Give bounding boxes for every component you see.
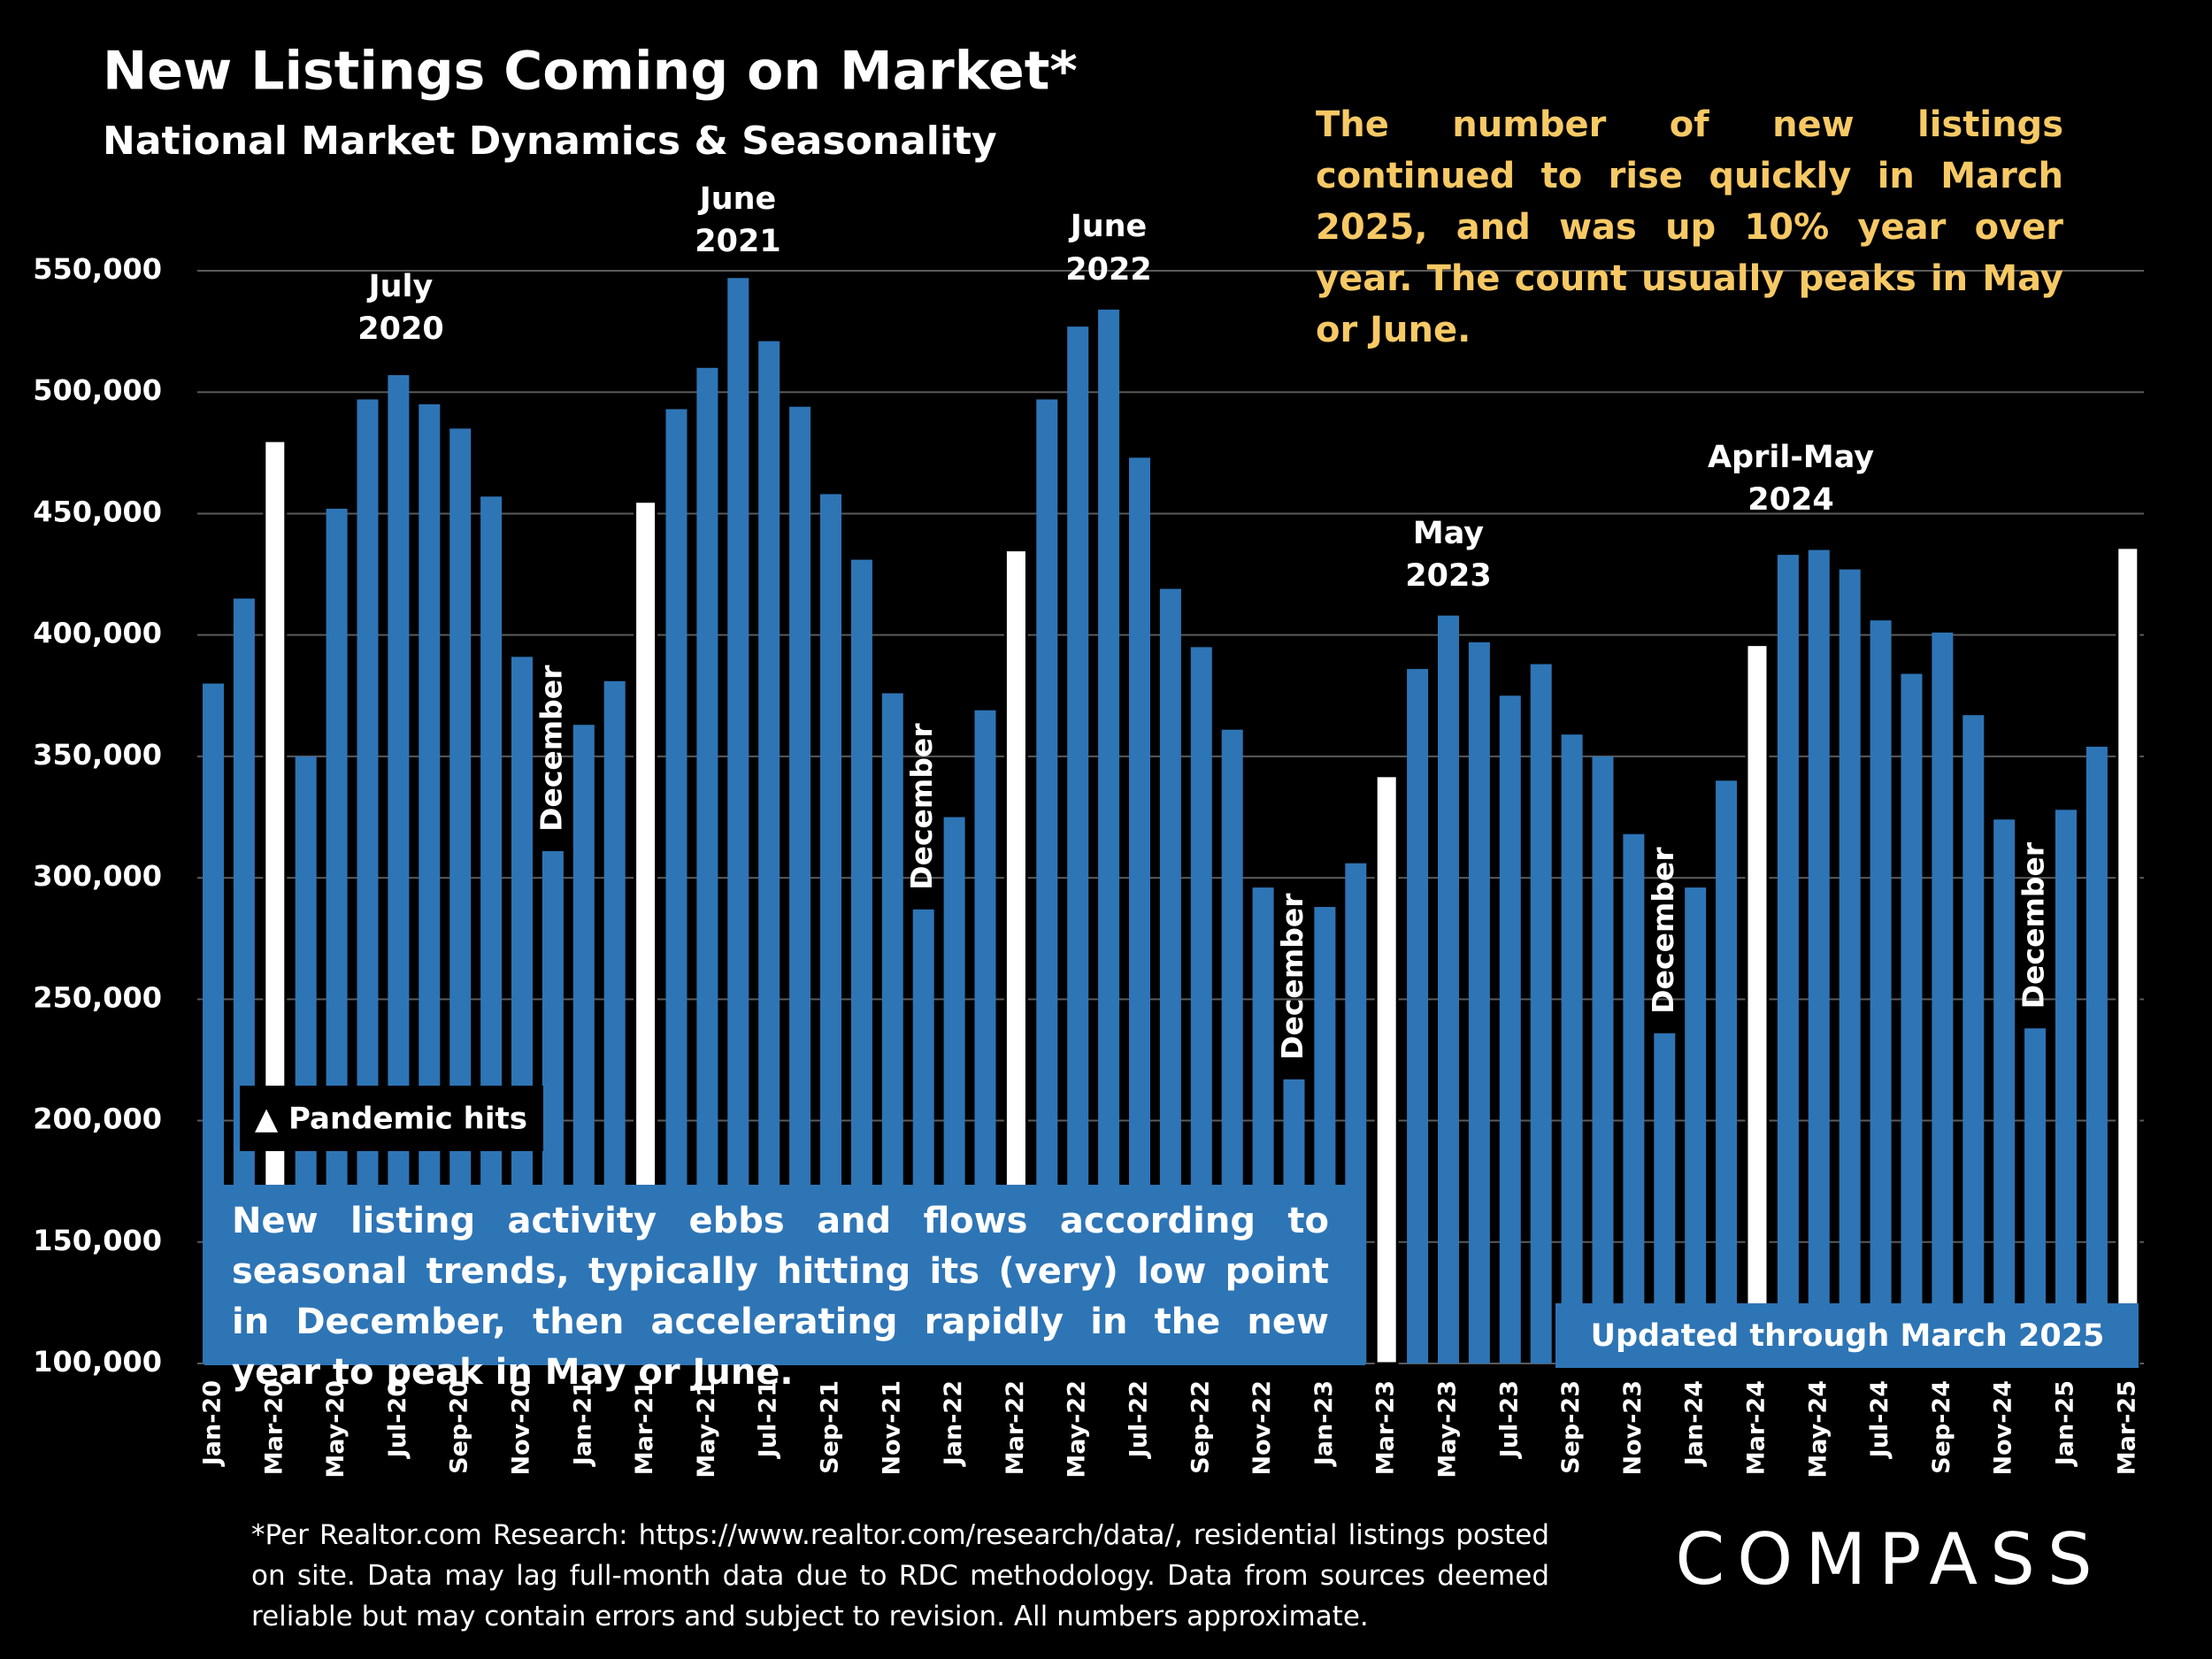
bar xyxy=(2055,810,2077,1363)
december-label: December xyxy=(904,723,939,890)
x-tick-label: Sep-24 xyxy=(1928,1380,1955,1474)
y-tick-label: 200,000 xyxy=(33,1102,162,1136)
bar xyxy=(1808,549,1830,1363)
x-tick-label: Nov-24 xyxy=(1990,1380,2017,1476)
x-tick-label: Jan-23 xyxy=(1310,1380,1338,1467)
y-tick-label: 300,000 xyxy=(33,859,162,893)
bar xyxy=(1777,555,1799,1363)
x-tick-label: Mar-24 xyxy=(1743,1380,1770,1475)
december-label: December xyxy=(2016,841,2051,1009)
y-tick-label: 550,000 xyxy=(33,252,162,286)
bar xyxy=(1993,819,2016,1363)
bar xyxy=(2116,546,2140,1365)
bar xyxy=(1745,643,1770,1365)
december-label: December xyxy=(534,664,568,832)
updated-label: Updated through March 2025 xyxy=(1591,1318,2105,1354)
peak-label: 2021 xyxy=(695,224,780,259)
y-tick-label: 150,000 xyxy=(33,1224,162,1257)
x-tick-label: Sep-21 xyxy=(817,1380,844,1474)
x-tick-label: Nov-23 xyxy=(1619,1380,1647,1476)
bar xyxy=(1407,669,1429,1363)
y-tick-label: 450,000 xyxy=(33,495,162,528)
bar xyxy=(1468,641,1490,1363)
y-tick-label: 250,000 xyxy=(33,980,162,1014)
bar xyxy=(1438,615,1459,1363)
x-tick-label: Jan-22 xyxy=(940,1380,967,1467)
peak-label: 2024 xyxy=(1747,482,1833,518)
x-tick-label: Mar-25 xyxy=(2113,1380,2140,1475)
x-tick-label: Nov-22 xyxy=(1248,1380,1276,1476)
bar xyxy=(1561,734,1583,1363)
x-tick-label: Mar-22 xyxy=(1002,1380,1029,1475)
pandemic-box xyxy=(240,1086,543,1151)
bar xyxy=(727,278,749,1363)
x-tick-label: Jul-22 xyxy=(1125,1380,1153,1459)
december-label: December xyxy=(1646,847,1680,1014)
x-tick-label: Jul-23 xyxy=(1495,1380,1523,1459)
bar xyxy=(1932,632,1954,1363)
bar xyxy=(1499,695,1521,1363)
x-tick-label: Jul-20 xyxy=(384,1380,411,1459)
bar xyxy=(1839,569,1861,1363)
x-tick-label: May-21 xyxy=(693,1380,720,1479)
x-tick-label: May-24 xyxy=(1804,1380,1832,1479)
bar xyxy=(1901,673,1923,1363)
x-tick-label: Mar-20 xyxy=(260,1380,288,1475)
y-tick-label: 100,000 xyxy=(33,1345,162,1379)
x-tick-label: Mar-23 xyxy=(1372,1380,1400,1475)
x-tick-label: May-22 xyxy=(1064,1380,1091,1479)
x-tick-label: May-20 xyxy=(322,1380,349,1479)
logo: COMPASS xyxy=(1675,1518,2104,1601)
peak-label: May xyxy=(1413,516,1484,551)
x-tick-label: Jul-24 xyxy=(1866,1380,1893,1459)
footnote: *Per Realtor.com Research: https://www.r… xyxy=(251,1519,1549,1632)
bar xyxy=(1623,833,1645,1363)
x-tick-label: Jan-21 xyxy=(569,1380,596,1467)
updated-box xyxy=(1555,1303,2139,1368)
x-tick-label: May-23 xyxy=(1434,1380,1462,1479)
x-tick-label: Nov-20 xyxy=(508,1380,535,1476)
peak-label: June xyxy=(698,181,777,217)
seasonal-note: New listing activity ebbs and flows acco… xyxy=(232,1201,1329,1393)
bar xyxy=(1962,715,1985,1363)
x-tick-label: Jan-25 xyxy=(2052,1380,2079,1467)
bar xyxy=(1592,756,1614,1363)
bar xyxy=(1870,620,1892,1363)
commentary: The number of new listings continued to … xyxy=(1316,104,2063,350)
x-tick-label: Jan-24 xyxy=(1681,1380,1709,1467)
x-tick-label: Sep-22 xyxy=(1187,1380,1214,1474)
x-tick-label: Mar-21 xyxy=(631,1380,658,1475)
y-tick-label: 500,000 xyxy=(33,373,162,407)
peak-label: April-May xyxy=(1708,440,1874,475)
chart-subtitle: National Market Dynamics & Seasonality xyxy=(103,119,997,164)
y-tick-label: 400,000 xyxy=(33,617,162,650)
peak-label: July xyxy=(367,269,434,304)
x-tick-label: Sep-20 xyxy=(446,1380,473,1474)
x-tick-label: Sep-23 xyxy=(1557,1380,1585,1474)
bar xyxy=(1716,780,1738,1363)
x-tick-label: Nov-21 xyxy=(878,1380,905,1476)
x-tick-label: Jan-20 xyxy=(199,1380,227,1467)
note-box xyxy=(204,1185,1365,1365)
bar xyxy=(1374,774,1399,1365)
peak-label: 2022 xyxy=(1065,252,1151,288)
december-label: December xyxy=(1275,893,1310,1060)
peak-label: June xyxy=(1069,209,1148,244)
bar xyxy=(1685,887,1707,1363)
peak-label: 2023 xyxy=(1405,558,1491,594)
bar xyxy=(1530,664,1552,1363)
peak-label: 2020 xyxy=(357,311,443,347)
pandemic-label: ▲ Pandemic hits xyxy=(255,1102,527,1137)
chart-title: New Listings Coming on Market* xyxy=(103,41,1078,103)
x-tick-label: Jul-21 xyxy=(755,1380,782,1459)
y-tick-label: 350,000 xyxy=(33,738,162,772)
bar xyxy=(2085,746,2108,1363)
